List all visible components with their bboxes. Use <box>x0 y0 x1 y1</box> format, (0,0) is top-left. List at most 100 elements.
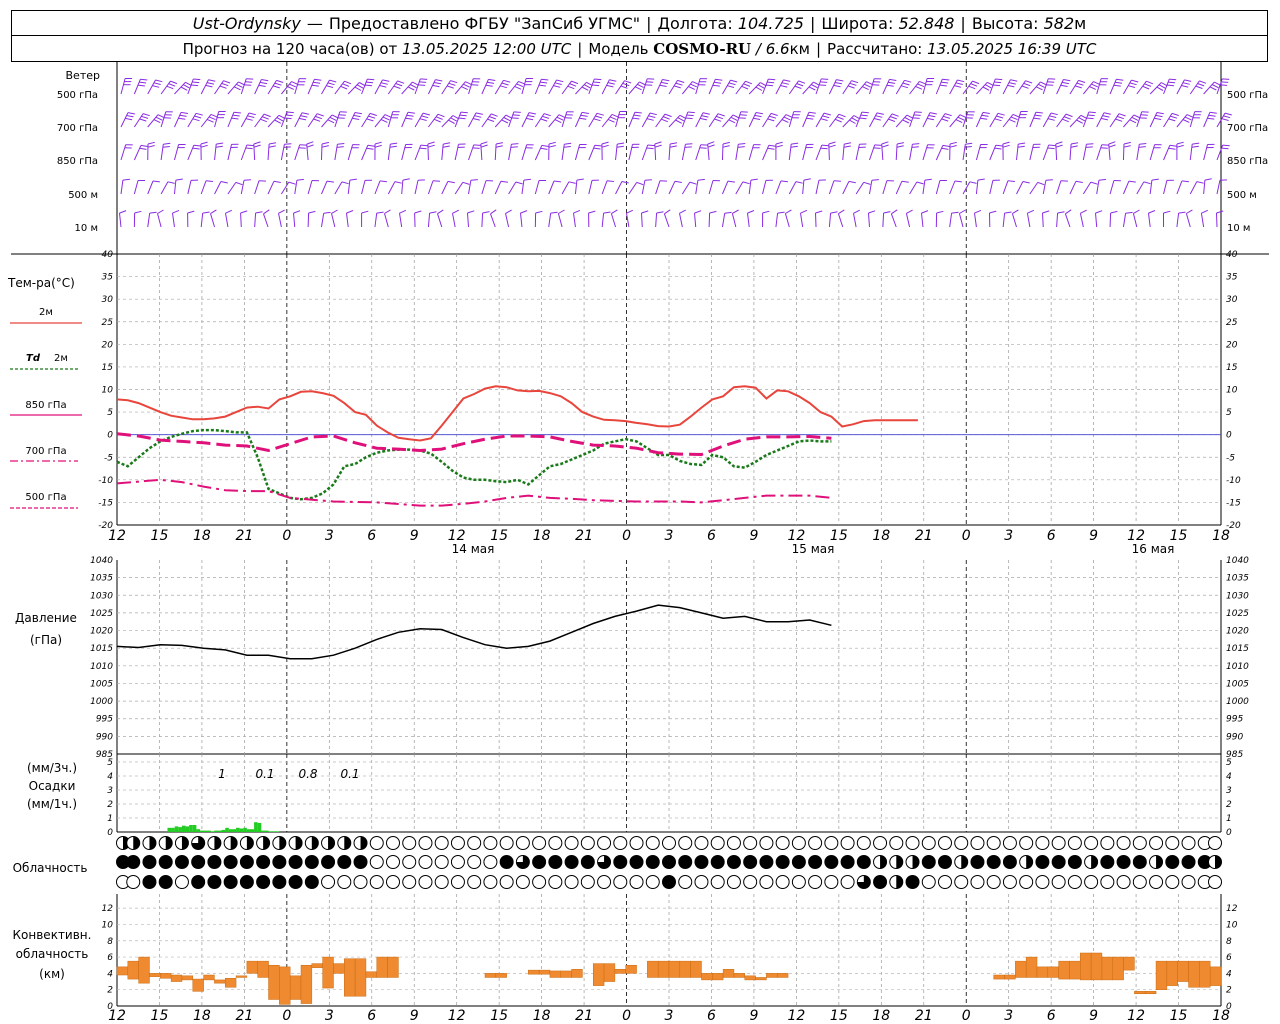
legend-700-label: 700 гПа <box>25 446 66 457</box>
wind-barb-feather <box>1007 84 1015 88</box>
wind-barb-feather <box>913 114 921 116</box>
cloud-fill-half <box>328 836 335 850</box>
wind-barb-shaft <box>160 144 164 161</box>
wind-barb-feather <box>152 85 160 88</box>
wind-barb-feather <box>617 142 625 145</box>
wind-barb-shaft <box>347 144 354 161</box>
wind-barb-feather <box>1155 114 1163 118</box>
wind-barb-feather <box>830 211 838 214</box>
wind-barb-shaft <box>828 143 830 161</box>
wind-barb-feather <box>1035 111 1043 114</box>
wind-barb-feather <box>1220 84 1228 86</box>
cloud-circle <box>1100 836 1115 850</box>
wind-barb-feather <box>346 210 354 214</box>
wind-barb-feather <box>527 115 535 118</box>
wind-barb-shaft <box>294 180 298 195</box>
convective-bar <box>224 978 237 988</box>
wind-barb-shaft <box>1002 213 1006 228</box>
wind-barb-shaft <box>949 213 953 228</box>
convective-bar <box>160 973 172 979</box>
wind-barb-feather <box>767 81 775 84</box>
convective-bar <box>1004 974 1016 980</box>
wind-barb-feather <box>487 118 495 122</box>
wind-barb-shaft <box>748 112 757 128</box>
wind-barb-feather <box>964 146 972 148</box>
wind-barb-feather <box>601 141 609 145</box>
wind-barb-shaft <box>695 78 701 95</box>
wind-level-4: 500 м <box>68 190 98 201</box>
wind-barb-feather <box>248 112 256 116</box>
wind-barb-feather <box>994 118 1002 122</box>
wind-barb-feather <box>514 85 522 90</box>
wind-barb-feather <box>767 147 775 150</box>
cloud-fill-full <box>321 855 335 869</box>
wind-barb-feather <box>366 147 374 150</box>
wind-barb-feather <box>863 181 871 185</box>
wind-barb-feather <box>192 118 200 122</box>
wind-barb-feather <box>427 141 435 145</box>
wind-barb-shaft <box>1002 180 1009 195</box>
wind-barb-feather <box>904 117 912 122</box>
wind-barb-shaft <box>802 180 805 195</box>
wind-barb-feather <box>349 178 357 181</box>
cloud-circle <box>1002 836 1017 850</box>
wind-barb-feather <box>944 113 952 117</box>
wind-barb-feather <box>1170 115 1178 119</box>
x-tick-label-top: 18 <box>533 528 551 544</box>
wind-barb-feather <box>1027 209 1035 214</box>
wind-barb-feather <box>916 181 924 185</box>
cloud-circle <box>564 875 579 889</box>
wind-barb-feather <box>520 210 528 214</box>
precip-bar <box>275 831 280 832</box>
wind-barb-feather <box>394 181 402 184</box>
wind-barb-shaft <box>962 144 966 161</box>
cloud-circle <box>1035 836 1050 850</box>
x-tick-label-bottom: 0 <box>622 1008 631 1024</box>
wind-barb-feather <box>730 79 738 83</box>
cloud-circle <box>743 836 758 850</box>
station-name: Ust-Ordynsky <box>192 13 301 33</box>
wind-barb-shaft <box>681 81 693 95</box>
cloud-fill-half <box>165 836 173 850</box>
wind-barb-feather <box>421 115 429 119</box>
wind-barb-shaft <box>133 180 139 195</box>
wind-barb-shaft <box>1148 213 1151 228</box>
wind-barb-shaft <box>1056 180 1062 195</box>
cloud-fill-full <box>191 875 205 889</box>
convective-bar <box>1177 960 1189 982</box>
conv-y-tick-left: 8 <box>107 937 113 947</box>
wind-barb-shaft <box>1082 144 1087 161</box>
pres-y-tick-right: 1035 <box>1226 574 1249 584</box>
wind-barb-feather <box>919 80 927 85</box>
wind-barb-shaft <box>601 79 610 95</box>
wind-barb-feather <box>437 113 445 118</box>
cloud-fill-half <box>1215 855 1222 869</box>
wind-barb-feather <box>253 141 261 145</box>
wind-barb-shaft <box>1149 180 1153 195</box>
cloud-circle <box>694 875 709 889</box>
prec-y-tick-right: 1 <box>1226 814 1232 824</box>
wind-barb-shaft <box>521 180 525 195</box>
wind-barb-shaft <box>172 213 175 228</box>
cloud-circle <box>808 836 823 850</box>
wind-barb-feather <box>927 117 935 121</box>
wind-barb-shaft <box>278 213 282 228</box>
wind-barb-feather <box>380 82 388 85</box>
x-tick-label-top: 3 <box>1004 528 1013 544</box>
wind-barb-shaft <box>521 112 530 128</box>
wind-barb-feather <box>1070 145 1078 148</box>
wind-barb-shaft <box>722 79 731 95</box>
wind-barb-feather <box>888 118 896 122</box>
wind-barb-feather <box>707 141 715 145</box>
wind-barb-feather <box>314 78 322 81</box>
wind-barb-feather <box>662 79 670 82</box>
cloud-circle <box>726 875 741 889</box>
convective-bar <box>138 956 150 984</box>
wind-barb-feather <box>1223 115 1231 119</box>
wind-barb-shaft <box>508 111 515 128</box>
wind-barb-feather <box>1008 118 1016 123</box>
cloud-fill-full <box>759 855 773 869</box>
wind-barb-shaft <box>668 181 676 195</box>
wind-barb-feather <box>611 209 618 215</box>
cloud-circle <box>1002 875 1017 889</box>
